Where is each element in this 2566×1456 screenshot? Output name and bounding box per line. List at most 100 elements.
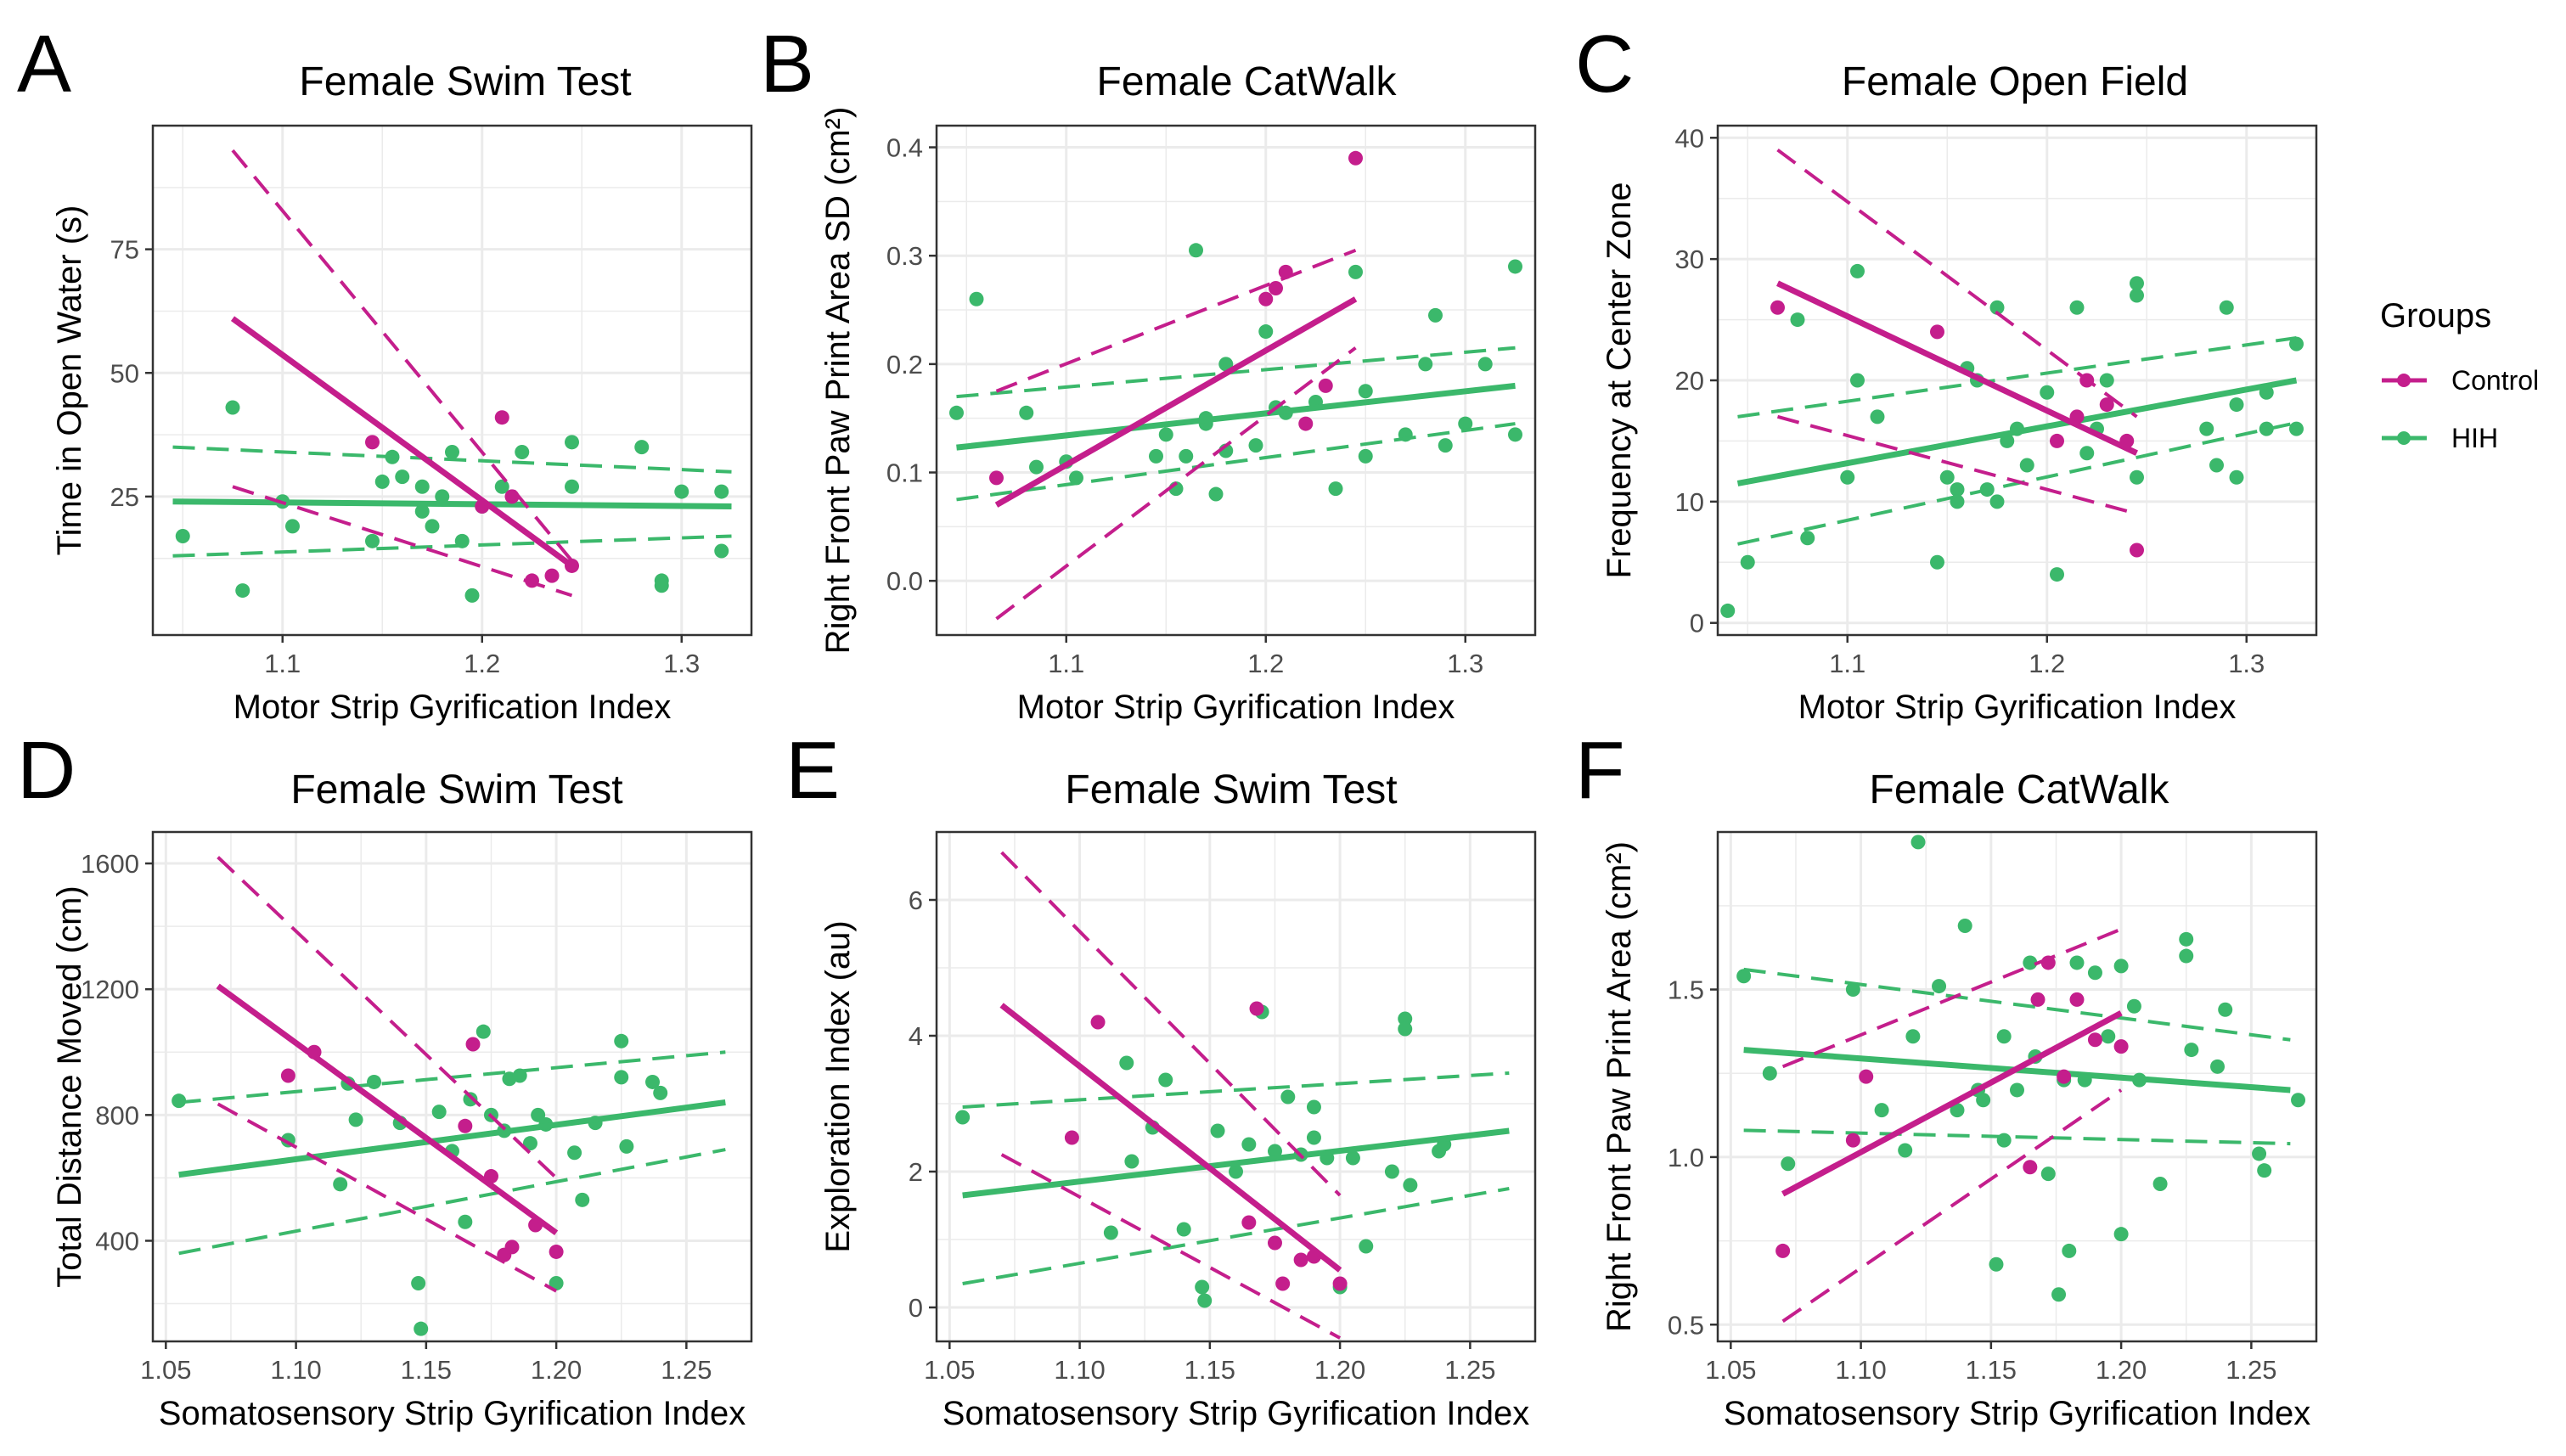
- data-point-hih: [2289, 336, 2304, 351]
- data-point-hih: [1957, 919, 1972, 934]
- fit-line-control: [999, 1003, 1342, 1273]
- data-point-hih: [285, 519, 300, 534]
- data-point-hih: [1398, 1021, 1413, 1037]
- y-tick-label: 0.3: [886, 241, 923, 271]
- data-point-hih: [1306, 1099, 1321, 1115]
- ci-upper-hih: [1743, 967, 2291, 1042]
- data-point-hih: [2050, 567, 2064, 582]
- y-tick-label: 50: [110, 358, 139, 388]
- y-axis-label: Frequency at Center Zone: [1601, 183, 1638, 579]
- y-tick-label: 30: [1675, 245, 1704, 274]
- data-point-control: [2057, 1069, 2072, 1084]
- x-tick-label: 1.3: [2228, 649, 2265, 678]
- data-point-hih: [565, 435, 579, 450]
- data-point-hih: [1348, 264, 1363, 279]
- data-point-hih: [614, 1033, 629, 1048]
- data-point-hih: [565, 479, 579, 494]
- y-tick-label: 0: [909, 1293, 923, 1323]
- series-hih: [949, 243, 1522, 502]
- data-point-control: [1930, 324, 1944, 340]
- y-tick-label: 25: [110, 482, 139, 512]
- data-point-control: [465, 1037, 481, 1052]
- legend-title: Groups: [2380, 297, 2491, 334]
- data-point-hih: [1258, 324, 1274, 340]
- x-tick-label: 1.1: [1048, 649, 1084, 678]
- series-control: [989, 150, 1363, 621]
- x-tick-label: 1.1: [1829, 649, 1865, 678]
- plot-border: [935, 124, 1537, 637]
- ci-lower-control: [1776, 414, 2138, 516]
- data-point-hih: [1939, 469, 1955, 485]
- ci-lower-control: [1781, 1088, 2123, 1323]
- data-point-hih: [1874, 1103, 1889, 1118]
- data-point-hih: [1398, 1011, 1413, 1026]
- data-point-hih: [225, 400, 240, 415]
- ci-upper-control: [231, 149, 574, 562]
- data-point-control: [1064, 1130, 1079, 1145]
- data-point-control: [1258, 291, 1274, 306]
- data-point-hih: [2069, 300, 2085, 315]
- y-tick-label: 0.2: [886, 350, 923, 379]
- data-point-hih: [1932, 979, 1947, 994]
- x-tick-label: 1.2: [1247, 649, 1284, 678]
- data-point-control: [1318, 378, 1333, 393]
- data-point-hih: [714, 543, 729, 559]
- data-point-hih: [653, 1085, 668, 1100]
- chart-title: Female Swim Test: [290, 767, 622, 812]
- data-point-hih: [458, 1214, 473, 1229]
- data-point-control: [280, 1068, 295, 1083]
- x-axis-label: Somatosensory Strip Gyrification Index: [159, 1395, 746, 1432]
- data-point-control: [2099, 397, 2114, 413]
- series-control: [1770, 148, 2144, 558]
- data-point-hih: [2179, 931, 2194, 947]
- data-point-hih: [1218, 357, 1234, 372]
- x-tick-label: 1.15: [1185, 1355, 1235, 1385]
- fit-line-hih: [178, 1099, 726, 1178]
- x-axis-label: Somatosensory Strip Gyrification Index: [943, 1395, 1529, 1432]
- data-point-hih: [1358, 448, 1373, 464]
- panel-f: 1.05 1.10 1.15 1.20 1.25 0.5 1.0 1.5 F Female Cat…: [1575, 725, 2318, 1432]
- data-point-hih: [1989, 300, 2005, 315]
- y-tick-label: 2: [909, 1157, 923, 1187]
- data-point-hih: [2252, 1146, 2267, 1161]
- plot-border: [151, 124, 753, 637]
- ci-lower-hih: [172, 534, 732, 558]
- data-point-control: [2069, 992, 2085, 1007]
- panel-e: 1.05 1.10 1.15 1.20 1.25 0 2 4 6 E Female Swim Tes…: [785, 725, 1537, 1432]
- data-point-hih: [1781, 1156, 1796, 1172]
- data-point-control: [458, 1118, 473, 1133]
- data-point-hih: [645, 1074, 661, 1089]
- data-point-hih: [1359, 1239, 1374, 1254]
- data-point-hih: [2087, 965, 2102, 981]
- data-point-hih: [414, 479, 430, 494]
- y-axis-label: Exploration Index (au): [819, 920, 857, 1252]
- series-control: [1775, 927, 2129, 1323]
- x-tick-label: 1.1: [264, 649, 301, 678]
- data-point-hih: [235, 583, 250, 599]
- data-point-hih: [1267, 1144, 1282, 1159]
- data-point-control: [1845, 1133, 1860, 1148]
- ci-upper-hih: [172, 445, 732, 474]
- chart-title: Female Swim Test: [1065, 767, 1397, 812]
- data-point-hih: [2010, 1082, 2024, 1098]
- data-point-hih: [1241, 1137, 1257, 1152]
- data-point-hih: [1898, 1143, 1913, 1158]
- data-point-control: [2113, 1039, 2129, 1054]
- data-point-hih: [2040, 385, 2055, 400]
- data-point-hih: [1508, 259, 1522, 274]
- data-point-hih: [2219, 300, 2234, 315]
- data-point-control: [504, 1240, 520, 1255]
- data-point-hih: [1950, 1103, 1965, 1118]
- data-point-hih: [1930, 554, 1944, 570]
- ci-lower-hih: [1743, 1128, 2291, 1146]
- data-point-hih: [175, 528, 190, 543]
- data-point-control: [494, 410, 509, 425]
- data-point-hih: [2099, 373, 2114, 388]
- data-point-control: [1775, 1243, 1791, 1258]
- data-point-hih: [614, 1070, 629, 1085]
- panel-d: 1.05 1.10 1.15 1.20 1.25 400 800 1200 1600 D Femal…: [17, 725, 753, 1432]
- panel-letter: D: [17, 725, 76, 816]
- series-control: [999, 851, 1348, 1340]
- data-point-hih: [1790, 312, 1805, 328]
